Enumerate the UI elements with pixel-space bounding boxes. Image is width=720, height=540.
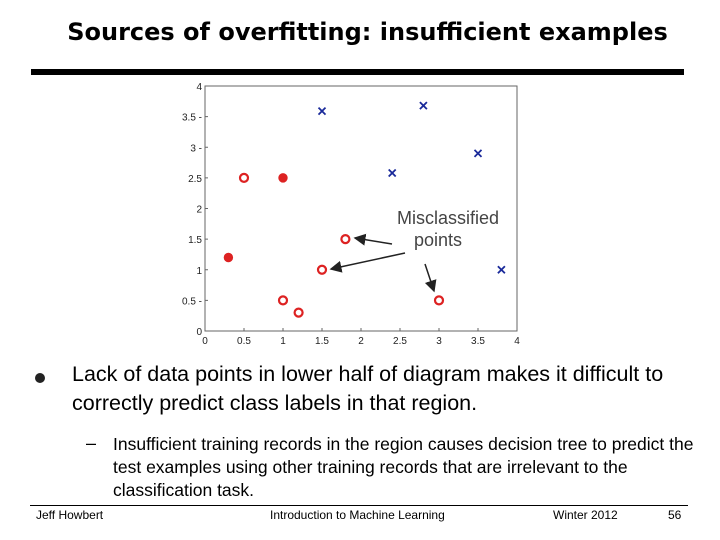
red-dot-point — [278, 173, 288, 183]
arrow-to-point-2 — [329, 252, 406, 273]
blue-x-point — [419, 101, 428, 110]
x-tick-label: 4 — [514, 336, 520, 347]
scatter-plot: 0 0.5 1 1.5 2 2.5 3 3.5 4 0 0.5 - 1 1.5 2 2.5 3 - 3.5 -… — [182, 82, 520, 347]
title-underline — [31, 69, 684, 75]
blue-x-point — [473, 149, 483, 158]
plot-markers — [223, 101, 506, 318]
annotation-line-1: Misclassified — [397, 208, 499, 228]
y-tick-label: 0.5 - — [182, 296, 202, 307]
x-tick-label: 0 — [202, 336, 208, 347]
x-tick-label: 2.5 — [393, 336, 407, 347]
x-tick-label: 1 — [280, 336, 286, 347]
y-axis-ticks: 0 0.5 - 1 1.5 2 2.5 3 - 3.5 - 4 — [182, 82, 208, 338]
x-tick-label: 3 — [436, 336, 442, 347]
y-tick-label: 3.5 - — [182, 113, 202, 124]
annotation-line-2: points — [414, 230, 462, 250]
footer-author: Jeff Howbert — [36, 508, 104, 522]
footer-divider — [30, 505, 688, 506]
y-tick-label: 0 — [196, 327, 202, 338]
slide-title: Sources of overfitting: insufficient exa… — [67, 18, 668, 46]
arrow-to-point-1 — [353, 233, 393, 246]
arrow-to-point-3 — [424, 263, 437, 293]
y-tick-label: 3 - — [190, 143, 202, 154]
red-circle-point — [316, 264, 328, 275]
red-circle-point — [340, 234, 351, 245]
x-tick-label: 2 — [358, 336, 364, 347]
red-dot-point — [223, 252, 234, 263]
sub-bullet-text: Insufficient training records in the reg… — [113, 434, 694, 500]
footer-term: Winter 2012 — [553, 508, 618, 522]
blue-x-point — [317, 106, 327, 116]
y-tick-label: 4 — [196, 82, 202, 93]
y-tick-label: 1 — [196, 266, 202, 277]
blue-x-point — [388, 168, 397, 178]
footer-page-number: 56 — [668, 508, 682, 522]
blue-x-point — [497, 265, 506, 274]
x-tick-label: 0.5 — [237, 336, 251, 347]
sub-bullet-dash: – — [86, 433, 97, 453]
y-tick-label: 2.5 — [188, 174, 202, 185]
x-axis-ticks: 0 0.5 1 1.5 2 2.5 3 3.5 4 — [202, 328, 520, 347]
red-circle-point — [433, 295, 445, 306]
y-tick-label: 1.5 — [188, 235, 202, 246]
x-tick-label: 3.5 — [471, 336, 485, 347]
misclassified-annotation: Misclassified points — [329, 208, 499, 293]
red-circle-point — [293, 307, 304, 318]
y-tick-label: 2 — [196, 205, 202, 216]
red-circle-point — [238, 172, 250, 183]
bullet-text: Lack of data points in lower half of dia… — [72, 362, 664, 415]
footer-course: Introduction to Machine Learning — [270, 508, 445, 522]
red-circle-point — [277, 295, 289, 306]
x-tick-label: 1.5 — [315, 336, 329, 347]
bullet-dot-icon — [35, 373, 45, 383]
